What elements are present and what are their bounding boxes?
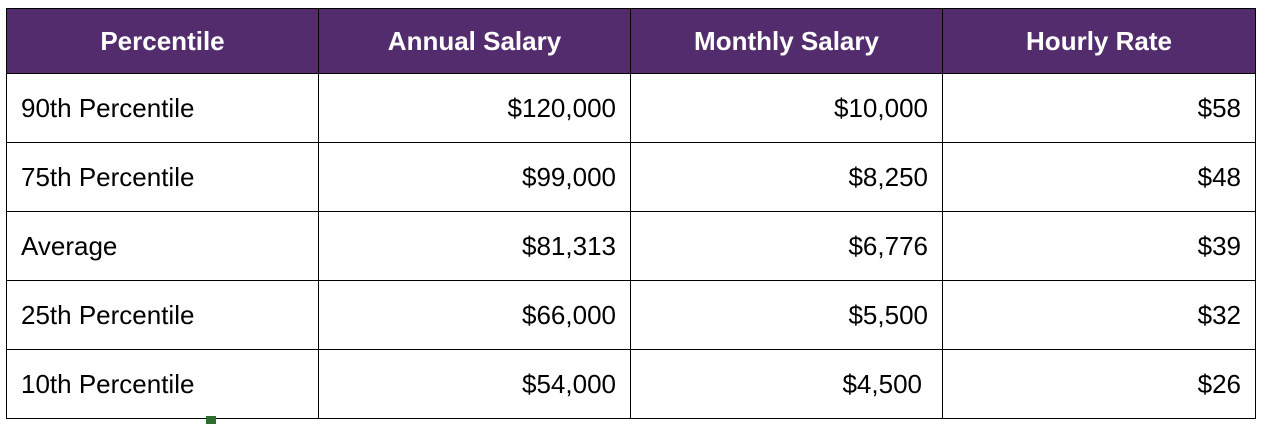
- table-row: 25th Percentile $66,000 $5,500 $32: [6, 280, 1256, 350]
- cell-monthly-salary[interactable]: $5,500: [630, 280, 943, 350]
- cell-monthly-salary[interactable]: $10,000: [630, 73, 943, 143]
- selection-fill-handle[interactable]: [206, 416, 216, 424]
- cell-annual-salary[interactable]: $120,000: [318, 73, 631, 143]
- cell-percentile[interactable]: 10th Percentile: [6, 349, 319, 419]
- header-annual-salary[interactable]: Annual Salary: [318, 8, 631, 74]
- cell-hourly-rate[interactable]: $58: [942, 73, 1256, 143]
- cell-annual-salary[interactable]: $99,000: [318, 142, 631, 212]
- cell-percentile[interactable]: 90th Percentile: [6, 73, 319, 143]
- salary-percentile-table: Percentile Annual Salary Monthly Salary …: [6, 8, 1256, 419]
- cell-percentile[interactable]: 25th Percentile: [6, 280, 319, 350]
- table-row: Average $81,313 $6,776 $39: [6, 211, 1256, 281]
- cell-annual-salary[interactable]: $81,313: [318, 211, 631, 281]
- table-row: 10th Percentile $54,000 $4,500 $26: [6, 349, 1256, 419]
- cell-monthly-salary[interactable]: $6,776: [630, 211, 943, 281]
- salary-table-container: Percentile Annual Salary Monthly Salary …: [6, 8, 1256, 419]
- table-row: 75th Percentile $99,000 $8,250 $48: [6, 142, 1256, 212]
- header-percentile[interactable]: Percentile: [6, 8, 319, 74]
- cell-annual-salary[interactable]: $54,000: [318, 349, 631, 419]
- cell-percentile[interactable]: 75th Percentile: [6, 142, 319, 212]
- cell-monthly-salary[interactable]: $4,500: [630, 349, 943, 419]
- cell-monthly-salary[interactable]: $8,250: [630, 142, 943, 212]
- table-row: 90th Percentile $120,000 $10,000 $58: [6, 73, 1256, 143]
- cell-hourly-rate[interactable]: $39: [942, 211, 1256, 281]
- header-row: Percentile Annual Salary Monthly Salary …: [6, 8, 1256, 74]
- header-monthly-salary[interactable]: Monthly Salary: [630, 8, 943, 74]
- cell-annual-salary[interactable]: $66,000: [318, 280, 631, 350]
- cell-hourly-rate[interactable]: $32: [942, 280, 1256, 350]
- table-body: 90th Percentile $120,000 $10,000 $58 75t…: [6, 73, 1256, 419]
- table-header: Percentile Annual Salary Monthly Salary …: [6, 8, 1256, 74]
- header-hourly-rate[interactable]: Hourly Rate: [942, 8, 1256, 74]
- cell-hourly-rate[interactable]: $26: [942, 349, 1256, 419]
- cell-percentile[interactable]: Average: [6, 211, 319, 281]
- cell-hourly-rate[interactable]: $48: [942, 142, 1256, 212]
